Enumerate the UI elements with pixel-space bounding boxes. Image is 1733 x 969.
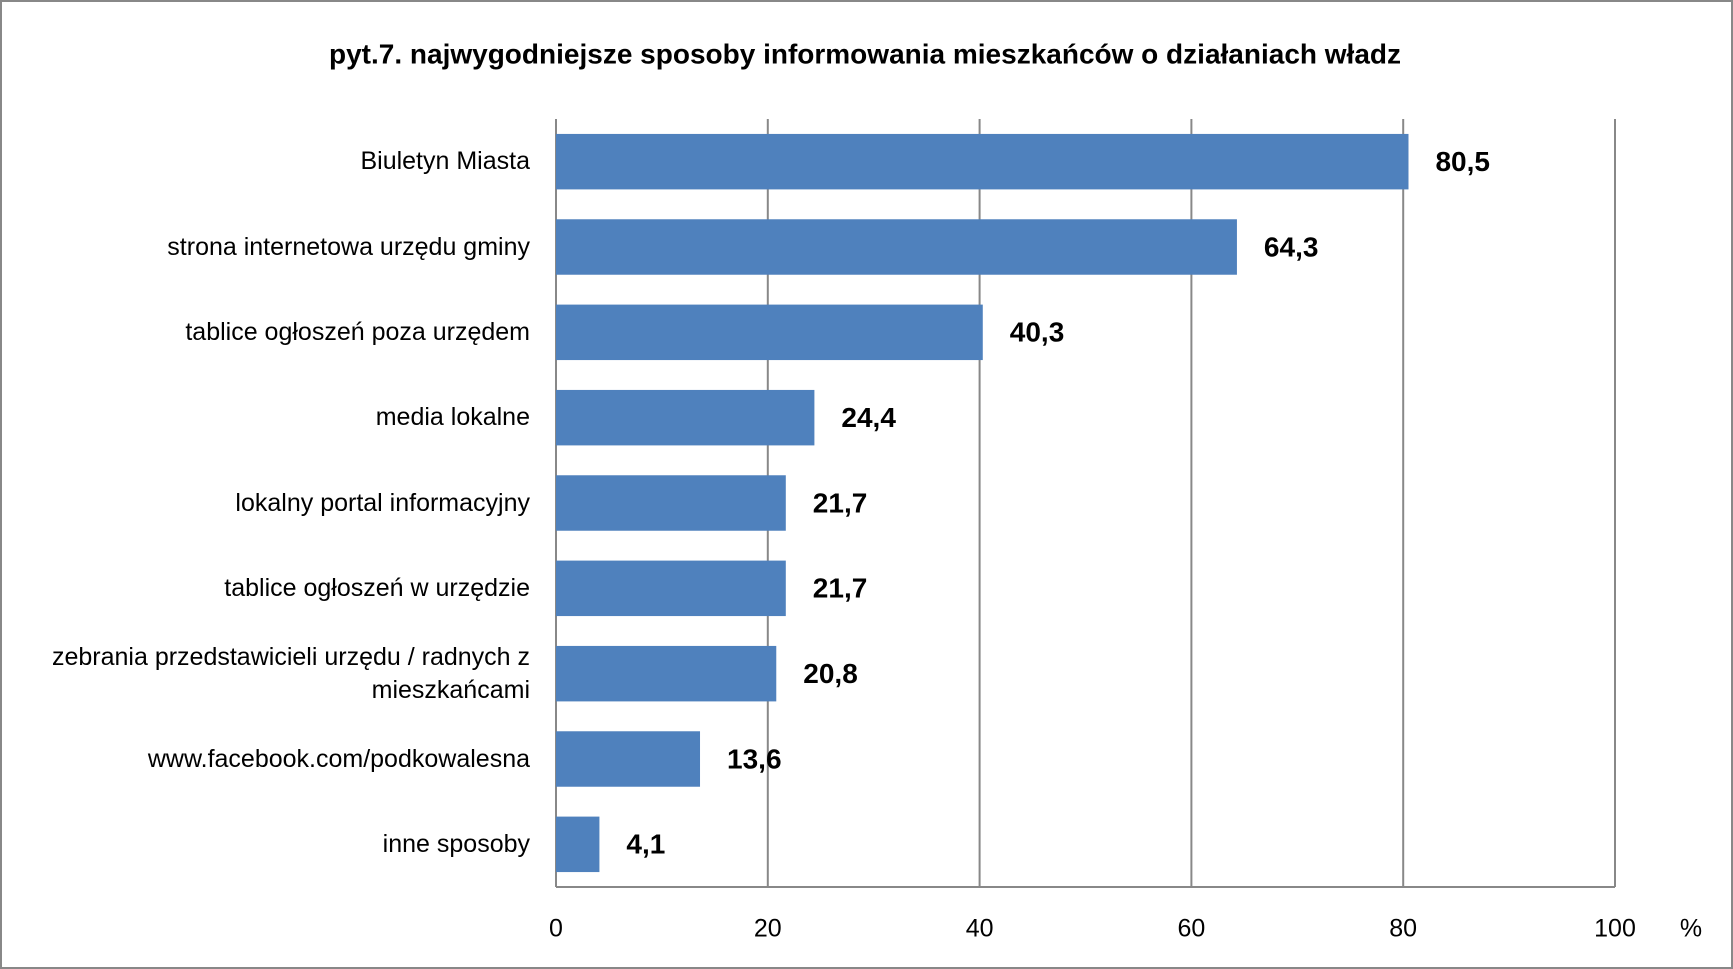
y-tick-label-box: Biuletyn Miasta (360, 147, 530, 176)
x-tick-label: 0 (549, 915, 563, 943)
y-tick-label: lokalny portal informacyjny (235, 488, 530, 517)
bar (556, 816, 600, 873)
data-label: 13,6 (727, 743, 782, 774)
y-tick-label: inne sposoby (382, 830, 530, 859)
y-tick-label-box: tablice ogłoszeń poza urzędem (185, 318, 530, 347)
bar (556, 731, 701, 787)
y-tick-label: www.facebook.com/podkowalesna (147, 744, 530, 773)
data-label: 4,1 (626, 829, 665, 860)
data-label: 20,8 (803, 658, 858, 689)
data-label: 80,5 (1435, 146, 1490, 177)
y-tick-label: media lokalne (375, 403, 530, 432)
data-label: 21,7 (813, 573, 868, 604)
chart-title: pyt.7. najwygodniejsze sposoby informowa… (329, 38, 1401, 69)
y-tick-label-box: zebrania przedstawicieli urzędu / radnyc… (51, 643, 530, 704)
x-tick-label: 40 (966, 915, 994, 943)
y-tick-label-box: strona internetowa urzędu gminy (167, 232, 530, 261)
y-tick-label: Biuletyn Miasta (360, 147, 530, 176)
x-tick-label: 100 (1594, 915, 1636, 943)
y-tick-label-box: lokalny portal informacyjny (235, 488, 530, 517)
y-tick-label: tablice ogłoszeń poza urzędem (185, 318, 530, 347)
data-label: 64,3 (1264, 231, 1319, 262)
bar (556, 560, 786, 617)
y-tick-label: tablice ogłoszeń w urzędzie (224, 574, 530, 603)
data-label: 21,7 (813, 487, 868, 518)
bar (556, 475, 786, 531)
bar (556, 304, 983, 361)
y-tick-label-box: tablice ogłoszeń w urzędzie (224, 574, 530, 603)
x-tick-label: 80 (1389, 915, 1417, 943)
y-tick-label-box: media lokalne (375, 403, 530, 432)
x-tick-label: 60 (1177, 915, 1205, 943)
bar (556, 645, 777, 702)
y-tick-label-box: www.facebook.com/podkowalesna (147, 744, 530, 773)
data-label: 24,4 (841, 402, 896, 433)
y-tick-label: zebrania przedstawicieli urzędu / radnyc… (51, 643, 530, 704)
y-tick-label-box: inne sposoby (382, 830, 530, 859)
x-tick-label: 20 (754, 915, 782, 943)
bar (556, 133, 1409, 190)
data-label: 40,3 (1010, 317, 1065, 348)
bar (556, 389, 815, 446)
x-axis-label: % (1680, 915, 1702, 943)
y-tick-label: strona internetowa urzędu gminy (167, 232, 530, 261)
bar (556, 219, 1237, 275)
